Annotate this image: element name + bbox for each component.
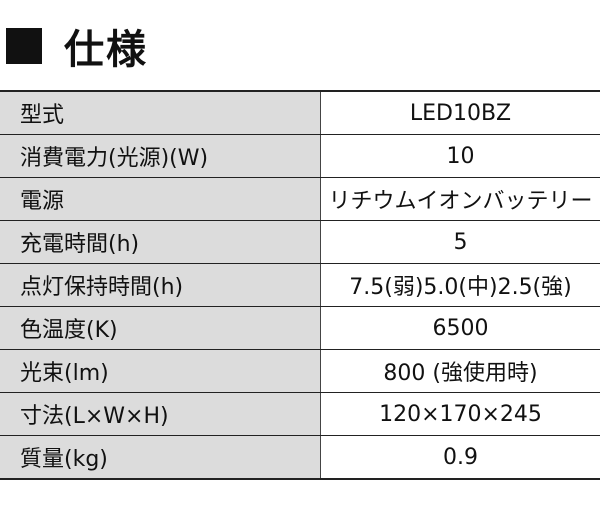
spec-value: 0.9 <box>320 435 600 480</box>
spec-label: 質量(kg) <box>0 435 321 480</box>
section-title: 仕様 <box>64 27 148 73</box>
spec-label: 光束(lm) <box>0 349 321 393</box>
spec-value: 5 <box>320 220 600 264</box>
table-row: 充電時間(h) 5 <box>0 220 600 264</box>
table-row: 電源 リチウムイオンバッテリー <box>0 177 600 221</box>
black-square-icon <box>6 28 42 64</box>
spec-value: LED10BZ <box>320 90 600 135</box>
spec-label: 消費電力(光源)(W) <box>0 134 321 178</box>
spec-table: 型式 LED10BZ 消費電力(光源)(W) 10 電源 リチウムイオンバッテリ… <box>0 90 600 480</box>
spec-label: 充電時間(h) <box>0 220 321 264</box>
spec-label: 電源 <box>0 177 321 221</box>
spec-label: 色温度(K) <box>0 306 321 350</box>
spec-label: 寸法(L×W×H) <box>0 392 321 436</box>
table-row: 色温度(K) 6500 <box>0 306 600 350</box>
table-row: 消費電力(光源)(W) 10 <box>0 134 600 178</box>
spec-value: 10 <box>320 134 600 178</box>
spec-value: 120×170×245 <box>320 392 600 436</box>
table-row: 光束(lm) 800 (強使用時) <box>0 349 600 393</box>
section-heading: 仕様 <box>0 14 148 78</box>
spec-value: 7.5(弱)5.0(中)2.5(強) <box>320 263 600 307</box>
table-row: 点灯保持時間(h) 7.5(弱)5.0(中)2.5(強) <box>0 263 600 307</box>
table-row: 質量(kg) 0.9 <box>0 435 600 480</box>
spec-value: リチウムイオンバッテリー <box>320 177 600 221</box>
spec-value: 6500 <box>320 306 600 350</box>
table-row: 型式 LED10BZ <box>0 90 600 135</box>
table-row: 寸法(L×W×H) 120×170×245 <box>0 392 600 436</box>
spec-label: 点灯保持時間(h) <box>0 263 321 307</box>
spec-value: 800 (強使用時) <box>320 349 600 393</box>
spec-label: 型式 <box>0 90 321 135</box>
